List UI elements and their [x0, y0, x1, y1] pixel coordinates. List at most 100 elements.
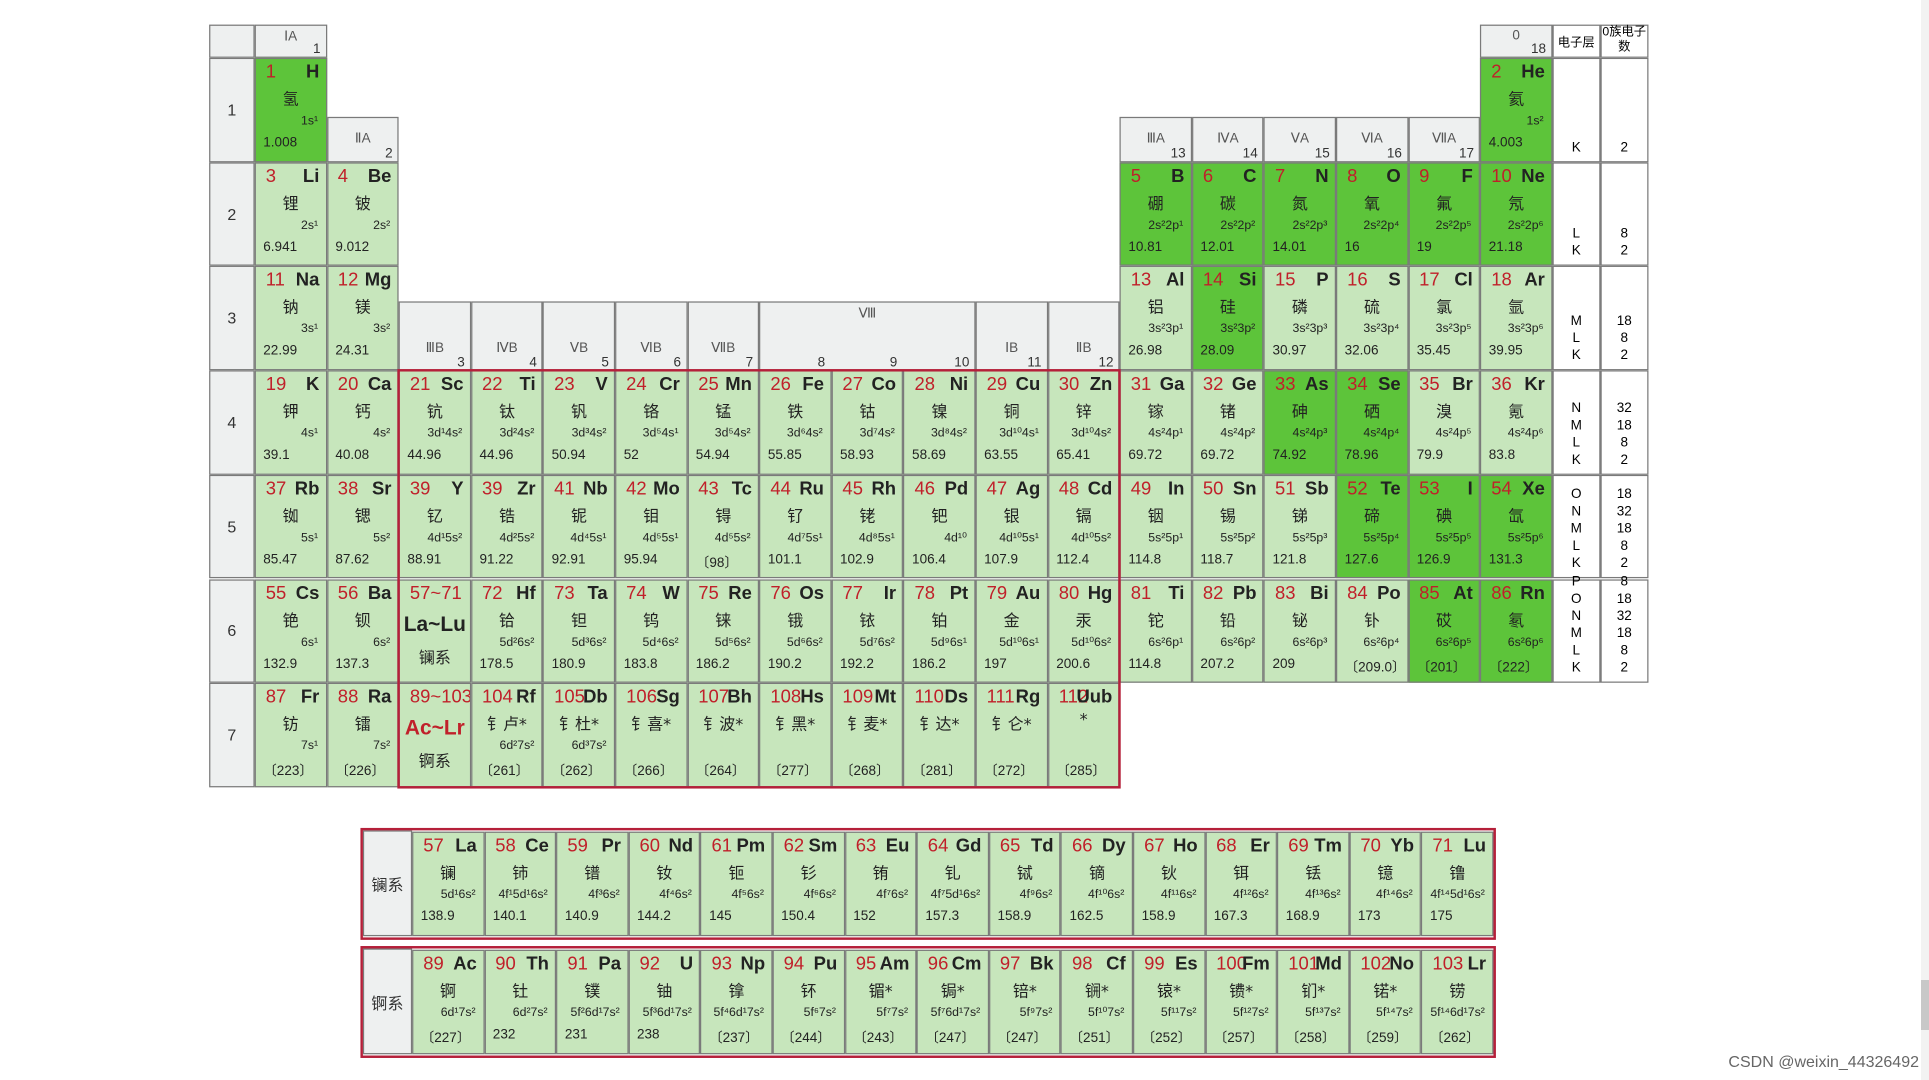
element-cell[interactable]: 49 In 铟 5s²5p¹ 114.8 [1119, 474, 1192, 579]
element-cell[interactable]: 99 Es 锿* 5f¹¹7s² 〔252〕 [1133, 949, 1206, 1054]
element-cell[interactable]: 25 Mn 锰 3d⁵4s² 54.94 [687, 370, 760, 475]
element-cell[interactable]: 9 F 氟 2s²2p⁵ 19 [1408, 162, 1481, 267]
element-cell[interactable]: 71 Lu 镥 4f¹⁴5d¹6s² 175 [1421, 831, 1494, 936]
element-cell[interactable]: 33 As 砷 4s²4p³ 74.92 [1263, 370, 1336, 475]
element-cell[interactable]: 84 Po 钋 6s²6p⁴ 〔209.0〕 [1335, 578, 1409, 683]
element-cell[interactable]: 29 Cu 铜 3d¹⁰4s¹ 63.55 [975, 370, 1048, 475]
element-cell[interactable]: 3 Li 锂 2s¹ 6.941 [254, 162, 327, 267]
series-placeholder[interactable]: 57~71 La~Lu 镧系 [398, 578, 471, 683]
element-cell[interactable]: 69 Tm 铥 4f¹³6s² 168.9 [1277, 831, 1350, 936]
scrollbar[interactable] [1921, 0, 1929, 1080]
element-cell[interactable]: 107 Bh 钅波* 〔264〕 [687, 682, 760, 788]
element-cell[interactable]: 7 N 氮 2s²2p³ 14.01 [1263, 162, 1336, 267]
element-cell[interactable]: 17 Cl 氯 3s²3p⁵ 35.45 [1408, 266, 1481, 371]
element-cell[interactable]: 66 Dy 镝 4f¹⁰6s² 162.5 [1060, 831, 1133, 936]
element-cell[interactable]: 62 Sm 钐 4f⁶6s² 150.4 [772, 831, 845, 936]
element-cell[interactable]: 45 Rh 铑 4d⁸5s¹ 102.9 [831, 474, 904, 579]
element-cell[interactable]: 22 Ti 钛 3d²4s² 44.96 [470, 370, 543, 475]
element-cell[interactable]: 6 C 碳 2s²2p² 12.01 [1191, 162, 1264, 267]
element-cell[interactable]: 36 Kr 氪 4s²4p⁶ 83.8 [1480, 370, 1553, 475]
element-cell[interactable]: 13 Al 铝 3s²3p¹ 26.98 [1119, 266, 1192, 371]
element-cell[interactable]: 19 K 钾 4s¹ 39.1 [254, 370, 327, 475]
element-cell[interactable]: 109 Mt 钅麦* 〔268〕 [831, 682, 904, 788]
element-cell[interactable]: 97 Bk 锫* 5f⁹7s² 〔247〕 [988, 949, 1061, 1054]
element-cell[interactable]: 78 Pt 铂 5d⁹6s¹ 186.2 [903, 578, 976, 683]
element-cell[interactable]: 44 Ru 钌 4d⁷5s¹ 101.1 [759, 474, 832, 579]
element-cell[interactable]: 63 Eu 铕 4f⁷6s² 152 [844, 831, 917, 936]
element-cell[interactable]: 80 Hg 汞 5d¹⁰6s² 200.6 [1047, 578, 1120, 683]
element-cell[interactable]: 65 Td 铽 4f⁹6s² 158.9 [988, 831, 1061, 936]
element-cell[interactable]: 37 Rb 铷 5s¹ 85.47 [254, 474, 327, 579]
element-cell[interactable]: 96 Cm 锔* 5f⁷6d¹7s² 〔247〕 [916, 949, 989, 1054]
element-cell[interactable]: 30 Zn 锌 3d¹⁰4s² 65.41 [1047, 370, 1120, 475]
element-cell[interactable]: 57 La 镧 5d¹6s² 138.9 [412, 831, 485, 936]
element-cell[interactable]: 26 Fe 铁 3d⁶4s² 55.85 [759, 370, 832, 475]
element-cell[interactable]: 15 P 磷 3s²3p³ 30.97 [1263, 266, 1336, 371]
element-cell[interactable]: 28 Ni 镍 3d⁸4s² 58.69 [903, 370, 976, 475]
element-cell[interactable]: 41 Nb 铌 4d⁴5s¹ 92.91 [542, 474, 616, 579]
element-cell[interactable]: 56 Ba 钡 6s² 137.3 [326, 578, 399, 683]
element-cell[interactable]: 11 Na 钠 3s¹ 22.99 [254, 266, 327, 371]
element-cell[interactable]: 93 Np 镎 5f⁴6d¹7s² 〔237〕 [700, 949, 773, 1054]
series-placeholder[interactable]: 89~103 Ac~Lr 锕系 [398, 682, 471, 788]
element-cell[interactable]: 53 I 碘 5s²5p⁵ 126.9 [1408, 474, 1481, 579]
element-cell[interactable]: 82 Pb 铅 6s²6p² 207.2 [1191, 578, 1264, 683]
element-cell[interactable]: 50 Sn 锡 5s²5p² 118.7 [1191, 474, 1264, 579]
element-cell[interactable]: 38 Sr 锶 5s² 87.62 [326, 474, 399, 579]
element-cell[interactable]: 8 O 氧 2s²2p⁴ 16 [1335, 162, 1409, 267]
element-cell[interactable]: 42 Mo 钼 4d⁵5s¹ 95.94 [615, 474, 688, 579]
element-cell[interactable]: 4 Be 铍 2s² 9.012 [326, 162, 399, 267]
element-cell[interactable]: 55 Cs 铯 6s¹ 132.9 [254, 578, 327, 683]
element-cell[interactable]: 88 Ra 镭 7s² 〔226〕 [326, 682, 399, 788]
element-cell[interactable]: 32 Ge 锗 4s²4p² 69.72 [1191, 370, 1264, 475]
element-cell[interactable]: 77 Ir 铱 5d⁷6s² 192.2 [831, 578, 904, 683]
element-cell[interactable]: 111 Rg 钅仑* 〔272〕 [975, 682, 1048, 788]
element-cell[interactable]: 12 Mg 镁 3s² 24.31 [326, 266, 399, 371]
element-cell[interactable]: 100 Fm 镄* 5f¹²7s² 〔257〕 [1205, 949, 1278, 1054]
element-cell[interactable]: 92 U 铀 5f³6d¹7s² 238 [628, 949, 701, 1054]
element-cell[interactable]: 51 Sb 锑 5s²5p³ 121.8 [1263, 474, 1336, 579]
element-cell[interactable]: 83 Bi 铋 6s²6p³ 209 [1263, 578, 1336, 683]
element-cell[interactable]: 5 B 硼 2s²2p¹ 10.81 [1119, 162, 1192, 267]
element-cell[interactable]: 61 Pm 钷 4f⁵6s² 145 [700, 831, 773, 936]
element-cell[interactable]: 110 Ds 钅达* 〔281〕 [903, 682, 976, 788]
element-cell[interactable]: 95 Am 镅* 5f⁷7s² 〔243〕 [844, 949, 917, 1054]
element-cell[interactable]: 94 Pu 钚 5f⁶7s² 〔244〕 [772, 949, 845, 1054]
element-cell[interactable]: 52 Te 碲 5s²5p⁴ 127.6 [1335, 474, 1409, 579]
element-cell[interactable]: 105 Db 钅杜* 6d³7s² 〔262〕 [542, 682, 616, 788]
element-cell[interactable]: 79 Au 金 5d¹⁰6s¹ 197 [975, 578, 1048, 683]
element-cell[interactable]: 86 Rn 氡 6s²6p⁶ 〔222〕 [1480, 578, 1553, 683]
element-cell[interactable]: 59 Pr 镨 4f³6s² 140.9 [556, 831, 629, 936]
element-cell[interactable]: 35 Br 溴 4s²4p⁵ 79.9 [1408, 370, 1481, 475]
element-cell[interactable]: 1 H 氢 1s¹ 1.008 [254, 57, 327, 163]
element-cell[interactable]: 68 Er 铒 4f¹²6s² 167.3 [1205, 831, 1278, 936]
element-cell[interactable]: 14 Si 硅 3s²3p² 28.09 [1191, 266, 1264, 371]
element-cell[interactable]: 76 Os 锇 5d⁶6s² 190.2 [759, 578, 832, 683]
element-cell[interactable]: 39 Zr 锆 4d²5s² 91.22 [470, 474, 543, 579]
element-cell[interactable]: 81 Ti 铊 6s²6p¹ 114.8 [1119, 578, 1192, 683]
scrollbar-thumb[interactable] [1921, 980, 1929, 1030]
element-cell[interactable]: 18 Ar 氩 3s²3p⁶ 39.95 [1480, 266, 1553, 371]
element-cell[interactable]: 85 At 砹 6s²6p⁵ 〔201〕 [1408, 578, 1481, 683]
element-cell[interactable]: 70 Yb 镱 4f¹⁴6s² 173 [1349, 831, 1422, 936]
element-cell[interactable]: 27 Co 钴 3d⁷4s² 58.93 [831, 370, 904, 475]
element-cell[interactable]: 90 Th 钍 6d²7s² 232 [484, 949, 557, 1054]
element-cell[interactable]: 108 Hs 钅黑* 〔277〕 [759, 682, 832, 788]
element-cell[interactable]: 10 Ne 氖 2s²2p⁶ 21.18 [1480, 162, 1553, 267]
element-cell[interactable]: 72 Hf 铪 5d²6s² 178.5 [470, 578, 543, 683]
element-cell[interactable]: 58 Ce 铈 4f¹5d¹6s² 140.1 [484, 831, 557, 936]
element-cell[interactable]: 60 Nd 钕 4f⁴6s² 144.2 [628, 831, 701, 936]
element-cell[interactable]: 112 Uub * 〔285〕 [1047, 682, 1120, 788]
element-cell[interactable]: 54 Xe 氙 5s²5p⁶ 131.3 [1480, 474, 1553, 579]
element-cell[interactable]: 89 Ac 锕 6d¹7s² 〔227〕 [412, 949, 485, 1054]
element-cell[interactable]: 106 Sg 钅喜* 〔266〕 [615, 682, 688, 788]
element-cell[interactable]: 67 Ho 钬 4f¹¹6s² 158.9 [1133, 831, 1206, 936]
element-cell[interactable]: 31 Ga 镓 4s²4p¹ 69.72 [1119, 370, 1192, 475]
element-cell[interactable]: 24 Cr 铬 3d⁵4s¹ 52 [615, 370, 688, 475]
element-cell[interactable]: 39 Y 钇 4d¹5s² 88.91 [398, 474, 471, 579]
element-cell[interactable]: 74 W 钨 5d⁴6s² 183.8 [615, 578, 688, 683]
element-cell[interactable]: 43 Tc 锝 4d⁵5s² 〔98〕 [687, 474, 760, 579]
element-cell[interactable]: 34 Se 硒 4s²4p⁴ 78.96 [1335, 370, 1409, 475]
element-cell[interactable]: 20 Ca 钙 4s² 40.08 [326, 370, 399, 475]
element-cell[interactable]: 21 Sc 钪 3d¹4s² 44.96 [398, 370, 471, 475]
